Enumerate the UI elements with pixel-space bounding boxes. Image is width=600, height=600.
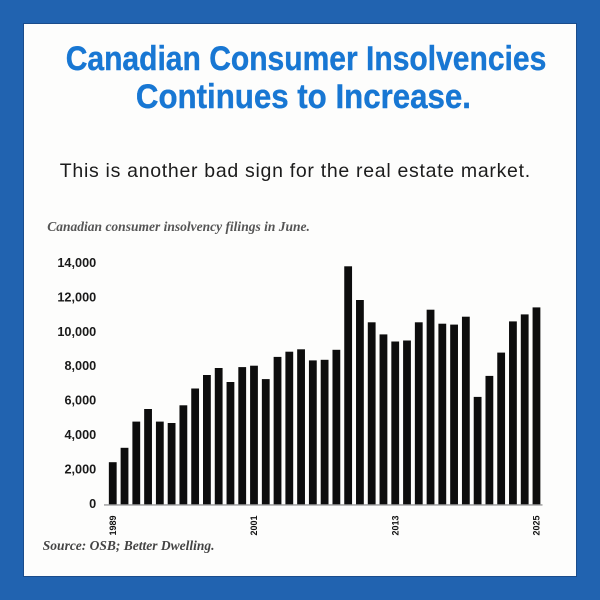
- svg-text:2,000: 2,000: [64, 462, 96, 476]
- svg-text:10,000: 10,000: [57, 325, 96, 339]
- svg-text:4,000: 4,000: [64, 428, 96, 442]
- svg-text:8,000: 8,000: [64, 359, 96, 373]
- svg-text:0: 0: [89, 497, 96, 511]
- svg-text:14,000: 14,000: [57, 256, 96, 270]
- svg-text:2013: 2013: [390, 515, 400, 535]
- svg-text:1989: 1989: [108, 515, 118, 535]
- svg-text:6,000: 6,000: [64, 394, 96, 408]
- svg-text:2001: 2001: [249, 515, 259, 535]
- svg-text:2025: 2025: [532, 515, 542, 535]
- svg-text:12,000: 12,000: [57, 290, 96, 304]
